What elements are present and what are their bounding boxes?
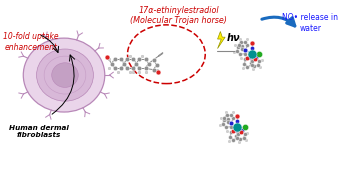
Text: NO• release in
water: NO• release in water [282,13,339,33]
Text: Human dermal
fibroblasts: Human dermal fibroblasts [9,125,68,138]
Ellipse shape [52,63,78,87]
Text: hν: hν [227,33,241,43]
Text: 10-fold uptake
enhancement: 10-fold uptake enhancement [3,33,59,52]
Ellipse shape [37,49,93,101]
Ellipse shape [23,38,105,112]
FancyArrowPatch shape [262,17,295,26]
Text: 17α-ethinylestradiol
(Molecular Trojan horse): 17α-ethinylestradiol (Molecular Trojan h… [130,6,227,25]
Polygon shape [218,32,225,49]
